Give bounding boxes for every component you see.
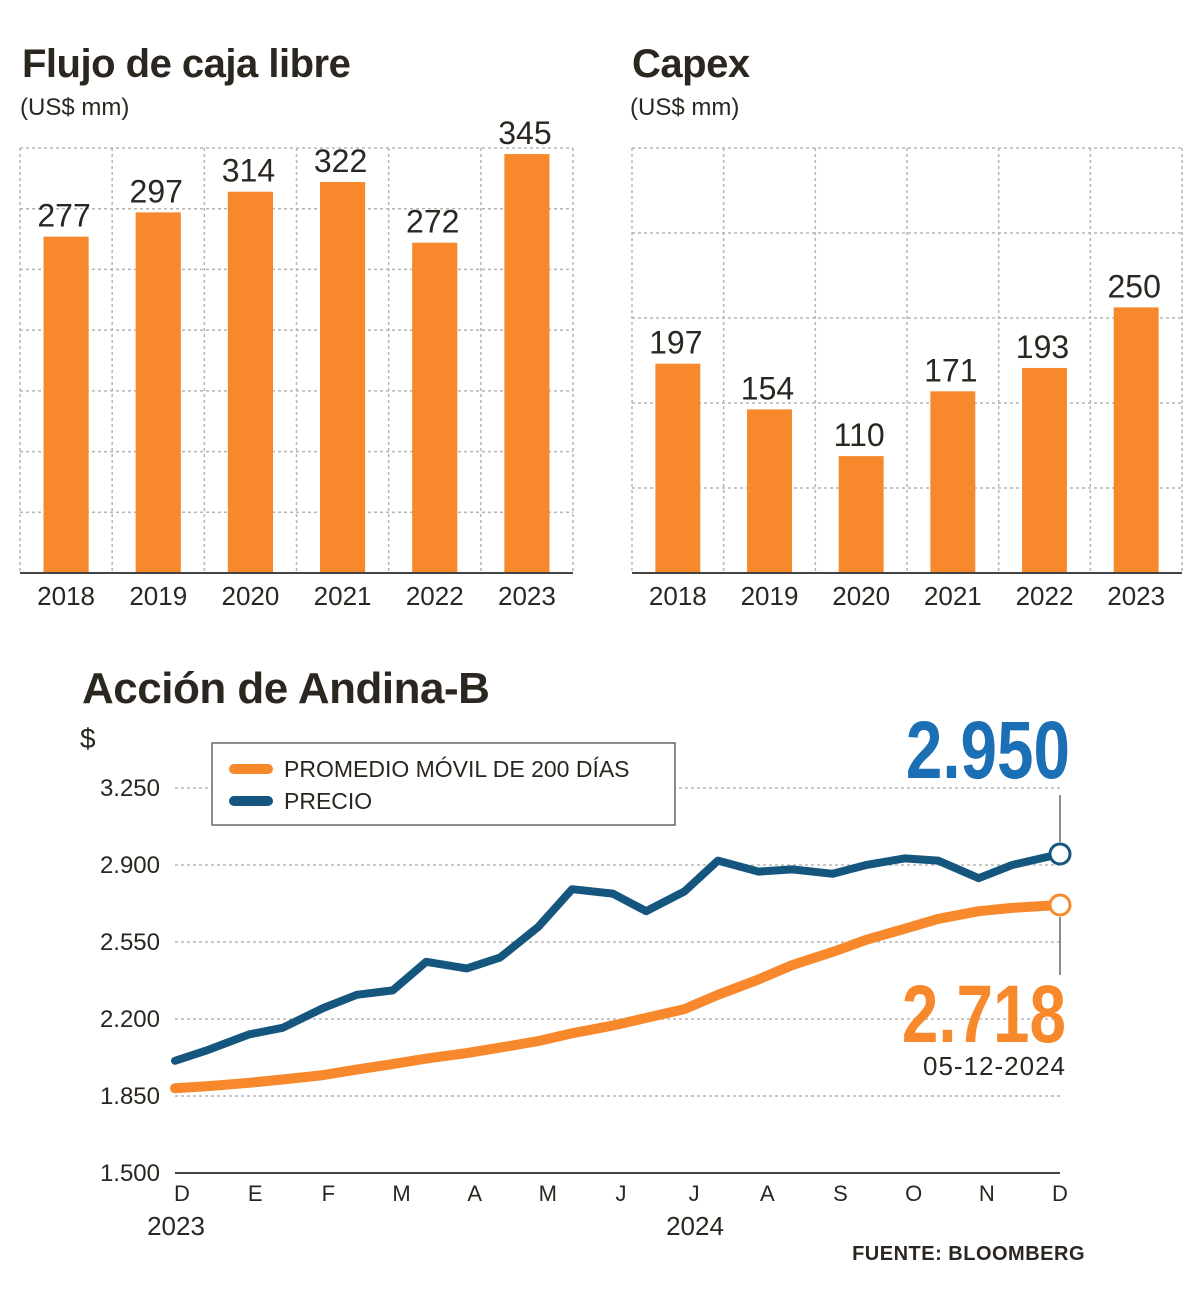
y-tick-label: 1.500 <box>100 1160 160 1187</box>
x-month-label: J <box>689 1181 700 1206</box>
series-line-price <box>171 850 1064 1065</box>
bar-value-label: 250 <box>1107 268 1160 304</box>
legend-box <box>211 742 676 826</box>
x-month-label: F <box>322 1181 335 1206</box>
y-tick-label: 3.250 <box>100 775 160 802</box>
x-tick-label: 2020 <box>221 581 279 611</box>
x-year-label: 2024 <box>666 1211 724 1241</box>
x-tick-label: 2020 <box>832 581 890 611</box>
bar-2021 <box>930 391 976 573</box>
bar-2023 <box>1113 307 1159 573</box>
x-month-label: D <box>1052 1181 1068 1206</box>
price-end-value: 2.950 <box>906 704 1070 796</box>
stock-title: Acción de Andina-B <box>82 664 490 713</box>
bar-2020 <box>227 191 273 573</box>
fcf-subtitle: (US$ mm) <box>20 94 130 121</box>
x-tick-label: 2023 <box>1107 581 1165 611</box>
x-month-label: O <box>905 1181 922 1206</box>
capex-bar-chart: 197 2018 154 2019 110 2020 171 2021 193 2022 250 20… <box>631 147 1183 611</box>
bar-value-label: 272 <box>406 204 459 240</box>
x-month-label: M <box>539 1181 557 1206</box>
stock-line-chart: $1.500 1.850 2.200 2.550 2.900 3.250 D E F M A M J J A… <box>80 704 1072 1241</box>
bar-2023 <box>504 154 550 574</box>
x-tick-label: 2022 <box>1016 581 1074 611</box>
x-month-label: A <box>467 1181 482 1206</box>
bar-value-label: 193 <box>1016 329 1069 365</box>
y-tick-label: 2.200 <box>100 1006 160 1033</box>
x-tick-label: 2019 <box>741 581 799 611</box>
y-tick-label: 2.550 <box>100 929 160 956</box>
x-tick-label: 2023 <box>498 581 556 611</box>
x-month-label: N <box>979 1181 995 1206</box>
bar-value-label: 110 <box>834 417 885 453</box>
bar-2019 <box>135 212 181 573</box>
x-month-label: M <box>392 1181 410 1206</box>
x-tick-label: 2018 <box>649 581 707 611</box>
x-tick-label: 2021 <box>314 581 372 611</box>
bar-2018 <box>655 363 701 573</box>
x-year-label: 2023 <box>147 1211 205 1241</box>
end-date-label: 05-12-2024 <box>923 1051 1066 1081</box>
y-tick-label: 2.900 <box>100 852 160 879</box>
source-note: FUENTE: BLOOMBERG <box>852 1243 1085 1265</box>
bar-value-label: 297 <box>130 173 183 209</box>
bar-2018 <box>43 236 89 573</box>
bar-2020 <box>838 456 884 573</box>
bar-value-label: 154 <box>741 370 794 406</box>
price-end-marker <box>1048 842 1072 866</box>
x-month-label: D <box>174 1181 190 1206</box>
fcf-title: Flujo de caja libre <box>22 42 351 86</box>
y-axis-label: $ <box>80 723 96 754</box>
legend-label: PRECIO <box>284 788 372 814</box>
bar-2022 <box>1022 367 1067 573</box>
bar-value-label: 322 <box>314 143 367 179</box>
x-tick-label: 2022 <box>406 581 464 611</box>
bar-2019 <box>747 409 792 573</box>
capex-title: Capex <box>632 42 750 86</box>
bar-value-label: 345 <box>498 115 551 151</box>
capex-subtitle: (US$ mm) <box>630 94 740 121</box>
x-month-label: S <box>833 1181 848 1206</box>
bar-value-label: 197 <box>649 325 702 361</box>
legend-label: PROMEDIO MÓVIL DE 200 DÍAS <box>284 756 630 782</box>
series-line-moving-average <box>170 900 1065 1094</box>
x-month-label: E <box>248 1181 263 1206</box>
fcf-bar-chart: 277 2018 297 2019 314 2020 322 2021 272 2022 345 20… <box>19 115 574 611</box>
x-tick-label: 2021 <box>924 581 982 611</box>
y-tick-label: 1.850 <box>100 1083 160 1110</box>
bar-value-label: 314 <box>222 153 275 189</box>
x-month-label: J <box>616 1181 627 1206</box>
bar-2021 <box>320 182 366 573</box>
ma-end-marker <box>1048 893 1072 917</box>
bar-value-label: 171 <box>924 352 977 388</box>
x-month-label: A <box>760 1181 775 1206</box>
x-tick-label: 2019 <box>129 581 187 611</box>
ma-end-value: 2.718 <box>902 968 1066 1060</box>
bar-2022 <box>412 242 458 573</box>
bar-value-label: 277 <box>37 198 90 234</box>
x-tick-label: 2018 <box>37 581 95 611</box>
